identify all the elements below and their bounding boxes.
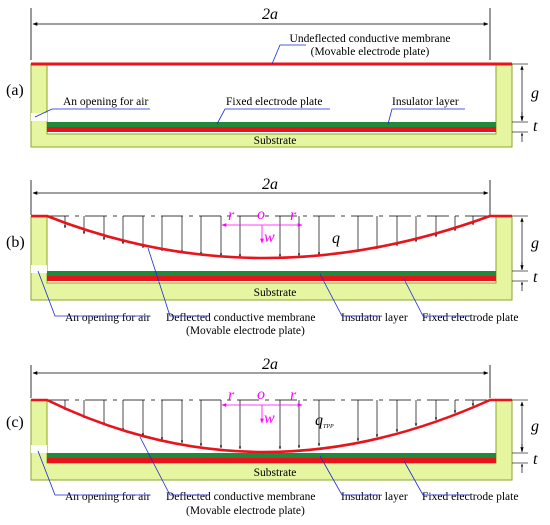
thickness-label: t [533, 118, 538, 135]
pressure-load-arrows [63, 400, 475, 450]
gap-label: g [531, 418, 539, 435]
opening-leader [37, 270, 150, 317]
r-left-label: r [228, 207, 235, 224]
membrane-label-line-2: (Movable electrode plate) [186, 505, 305, 517]
insulator-label: Insulator layer [341, 312, 408, 324]
origin-label: o [257, 386, 265, 403]
membrane-leader [147, 247, 210, 317]
fixed-plate-leader [216, 108, 330, 125]
fixed-plate-label: Fixed electrode plate [226, 96, 322, 108]
insulator-leader [387, 108, 465, 125]
opening-label: An opening for air [63, 96, 148, 108]
fixed-electrode-plate [47, 127, 496, 132]
membrane-leader [271, 44, 306, 65]
panel-c: 2a Substrate [6, 356, 539, 517]
substrate-label: Substrate [254, 287, 297, 299]
insulator-leader [319, 273, 380, 317]
panel-tag: (a) [6, 82, 24, 99]
membrane-label-line-2: (Movable electrode plate) [186, 325, 305, 337]
deflected-membrane [31, 214, 512, 260]
load-subscript: TPP [323, 424, 334, 430]
opening-label: An opening for air [65, 491, 150, 503]
w-label: w [264, 410, 275, 427]
membrane-label-line-1: Deflected conductive membrane [166, 312, 315, 324]
width-label: 2a [262, 6, 278, 23]
r-right-label: r [290, 207, 297, 224]
air-opening [31, 113, 47, 121]
panel-a: 2a Substrate Undeflected conductive memb… [6, 6, 539, 148]
thickness-label: t [533, 269, 538, 286]
load-label: q [332, 230, 340, 247]
load-label: qTPP [315, 412, 334, 430]
fixed-electrode-plate [47, 458, 496, 463]
membrane-label-line-2: (Movable electrode plate) [311, 46, 430, 58]
substrate-label: Substrate [254, 135, 297, 147]
panel-tag: (c) [6, 414, 24, 431]
air-opening [31, 445, 47, 453]
membrane-label-line-1: Deflected conductive membrane [166, 491, 315, 503]
opening-leader [37, 450, 150, 496]
r-left-label: r [228, 387, 235, 404]
opening-leader [34, 108, 150, 118]
fixed-plate-leader [403, 460, 470, 496]
r-right-label: r [290, 387, 297, 404]
load-symbol: q [315, 412, 323, 429]
panel-tag: (b) [6, 234, 25, 251]
insulator-layer [47, 122, 496, 127]
insulator-layer [47, 271, 496, 276]
insulator-layer [47, 453, 496, 458]
substrate-label: Substrate [254, 467, 297, 479]
insulator-label: Insulator layer [392, 96, 459, 108]
thickness-label: t [533, 451, 538, 468]
opening-label: An opening for air [65, 312, 150, 324]
insulator-leader [319, 455, 380, 496]
air-opening [31, 265, 47, 273]
width-label: 2a [262, 176, 278, 193]
fixed-plate-label: Fixed electrode plate [422, 312, 518, 324]
fixed-electrode-plate [47, 276, 496, 281]
origin-label: o [257, 206, 265, 223]
fixed-plate-leader [403, 278, 470, 317]
panel-b: 2a Substrate [6, 176, 539, 337]
w-label: w [264, 229, 275, 246]
gap-label: g [531, 85, 539, 102]
insulator-label: Insulator layer [341, 491, 408, 503]
membrane-leader [139, 436, 210, 496]
fixed-plate-label: Fixed electrode plate [422, 491, 518, 503]
width-label: 2a [262, 356, 278, 373]
membrane-label-line-1: Undeflected conductive membrane [290, 33, 451, 45]
deflected-membrane [31, 398, 512, 454]
gap-label: g [531, 235, 539, 252]
